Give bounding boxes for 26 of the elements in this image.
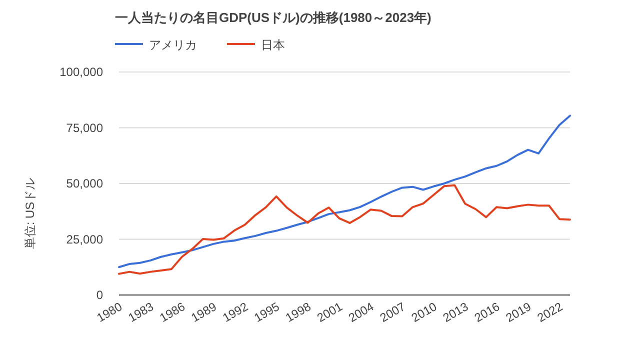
x-tick-label: 2013	[440, 299, 471, 325]
legend-label: 日本	[261, 38, 285, 52]
chart-title: 一人当たりの名目GDP(USドル)の推移(1980～2023年)	[115, 10, 432, 25]
x-tick-label: 1986	[157, 299, 188, 325]
x-tick-label: 2007	[378, 299, 408, 325]
x-tick-label: 2019	[503, 299, 534, 325]
y-tick-label: 50,000	[66, 176, 104, 190]
y-tick-label: 0	[96, 288, 104, 302]
x-tick-label: 2001	[314, 299, 346, 325]
line-series	[118, 114, 571, 268]
x-tick-label: 2022	[534, 299, 566, 325]
x-tick-label: 1983	[126, 299, 156, 325]
x-tick-label: 2016	[472, 299, 502, 325]
y-tick-label: 75,000	[66, 120, 104, 135]
y-tick-label: 25,000	[66, 232, 104, 246]
x-tick-label: 2010	[409, 299, 440, 325]
x-tick-label: 1998	[283, 299, 314, 325]
y-tick-label: 100,000	[60, 65, 104, 79]
legend-label: アメリカ	[149, 38, 197, 52]
x-tick-label: 1989	[188, 299, 220, 325]
x-tick-label: 1980	[94, 299, 125, 325]
x-tick-label: 1995	[252, 299, 282, 325]
y-axis-title: 単位: USドル	[23, 178, 37, 250]
x-tick-label: 1992	[220, 299, 251, 325]
x-tick-label: 2004	[346, 299, 376, 325]
line-series	[118, 184, 571, 275]
